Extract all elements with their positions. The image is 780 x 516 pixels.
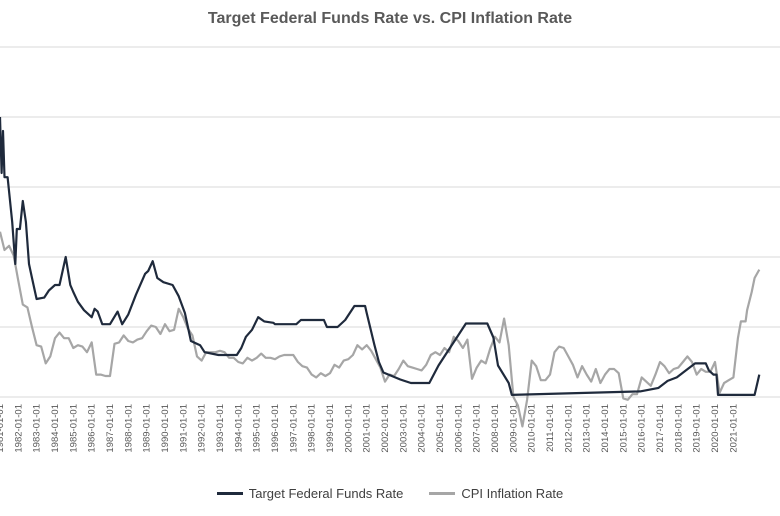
legend-swatch-cpi (429, 492, 456, 495)
x-tick-label: 1993-01-01 (215, 404, 226, 453)
legend-swatch-fed-funds (216, 492, 243, 495)
legend-item-cpi: CPI Inflation Rate (429, 486, 563, 501)
legend-item-fed-funds: Target Federal Funds Rate (216, 486, 404, 501)
x-tick-label: 2009-01-01 (508, 404, 519, 453)
x-tick-label: 2016-01-01 (637, 404, 648, 453)
x-tick-label: 2008-01-01 (490, 404, 501, 453)
x-tick-label: 2010-01-01 (527, 404, 538, 453)
x-tick-label: 1995-01-01 (252, 404, 263, 453)
x-axis-tick-labels: 1981-01-01 1982-01-01 1983-01-01 1984-01-01… (0, 404, 739, 453)
x-tick-label: 2002-01-01 (380, 404, 391, 453)
x-tick-label: 1988-01-01 (123, 404, 134, 453)
x-tick-label: 1987-01-01 (105, 404, 116, 453)
x-tick-label: 1996-01-01 (270, 404, 281, 453)
legend-label-fed-funds: Target Federal Funds Rate (248, 486, 404, 501)
x-tick-label: 1990-01-01 (160, 404, 171, 453)
x-tick-label: 1994-01-01 (233, 404, 244, 453)
x-tick-label: 1985-01-01 (68, 404, 79, 453)
x-tick-label: 1991-01-01 (178, 404, 189, 453)
x-tick-label: 1998-01-01 (307, 404, 318, 453)
x-tick-label: 2011-01-01 (545, 404, 556, 452)
x-tick-label: 2012-01-01 (563, 404, 574, 453)
x-tick-label: 2003-01-01 (398, 404, 409, 453)
fed-funds-rate-line (0, 116, 761, 396)
x-tick-label: 2013-01-01 (582, 404, 593, 453)
legend-label-cpi: CPI Inflation Rate (461, 486, 564, 501)
x-tick-label: 2004-01-01 (417, 404, 428, 453)
x-tick-label: 2000-01-01 (343, 404, 354, 453)
x-tick-label: 1999-01-01 (325, 404, 336, 453)
x-tick-label: 2020-01-01 (710, 404, 721, 453)
legend: Target Federal Funds Rate CPI Inflation … (0, 486, 780, 501)
x-tick-label: 2019-01-01 (692, 404, 703, 453)
x-tick-label: 1984-01-01 (50, 404, 61, 453)
x-tick-label: 2007-01-01 (472, 404, 483, 453)
plot-area: 1981-01-01 1982-01-01 1983-01-01 1984-01-01… (0, 46, 780, 453)
x-tick-label: 1986-01-01 (87, 404, 98, 453)
x-tick-label: 2006-01-01 (453, 404, 464, 453)
x-tick-label: 1982-01-01 (13, 404, 24, 453)
x-tick-label: 2021-01-01 (728, 404, 739, 453)
gridlines (0, 46, 780, 398)
x-tick-label: 1992-01-01 (197, 404, 208, 453)
x-tick-label: 2014-01-01 (600, 404, 611, 453)
chart-title: Target Federal Funds Rate vs. CPI Inflat… (207, 10, 573, 27)
x-tick-label: 1983-01-01 (32, 404, 43, 453)
x-tick-label: 2015-01-01 (618, 404, 629, 453)
x-tick-label: 1997-01-01 (288, 404, 299, 453)
x-tick-label: 2005-01-01 (435, 404, 446, 453)
x-tick-label: 2018-01-01 (673, 404, 684, 453)
x-tick-label: 2017-01-01 (655, 404, 666, 453)
x-tick-label: 2001-01-01 (362, 404, 373, 453)
x-tick-label: 1981-01-01 (0, 404, 6, 453)
x-tick-label: 1989-01-01 (142, 404, 153, 453)
